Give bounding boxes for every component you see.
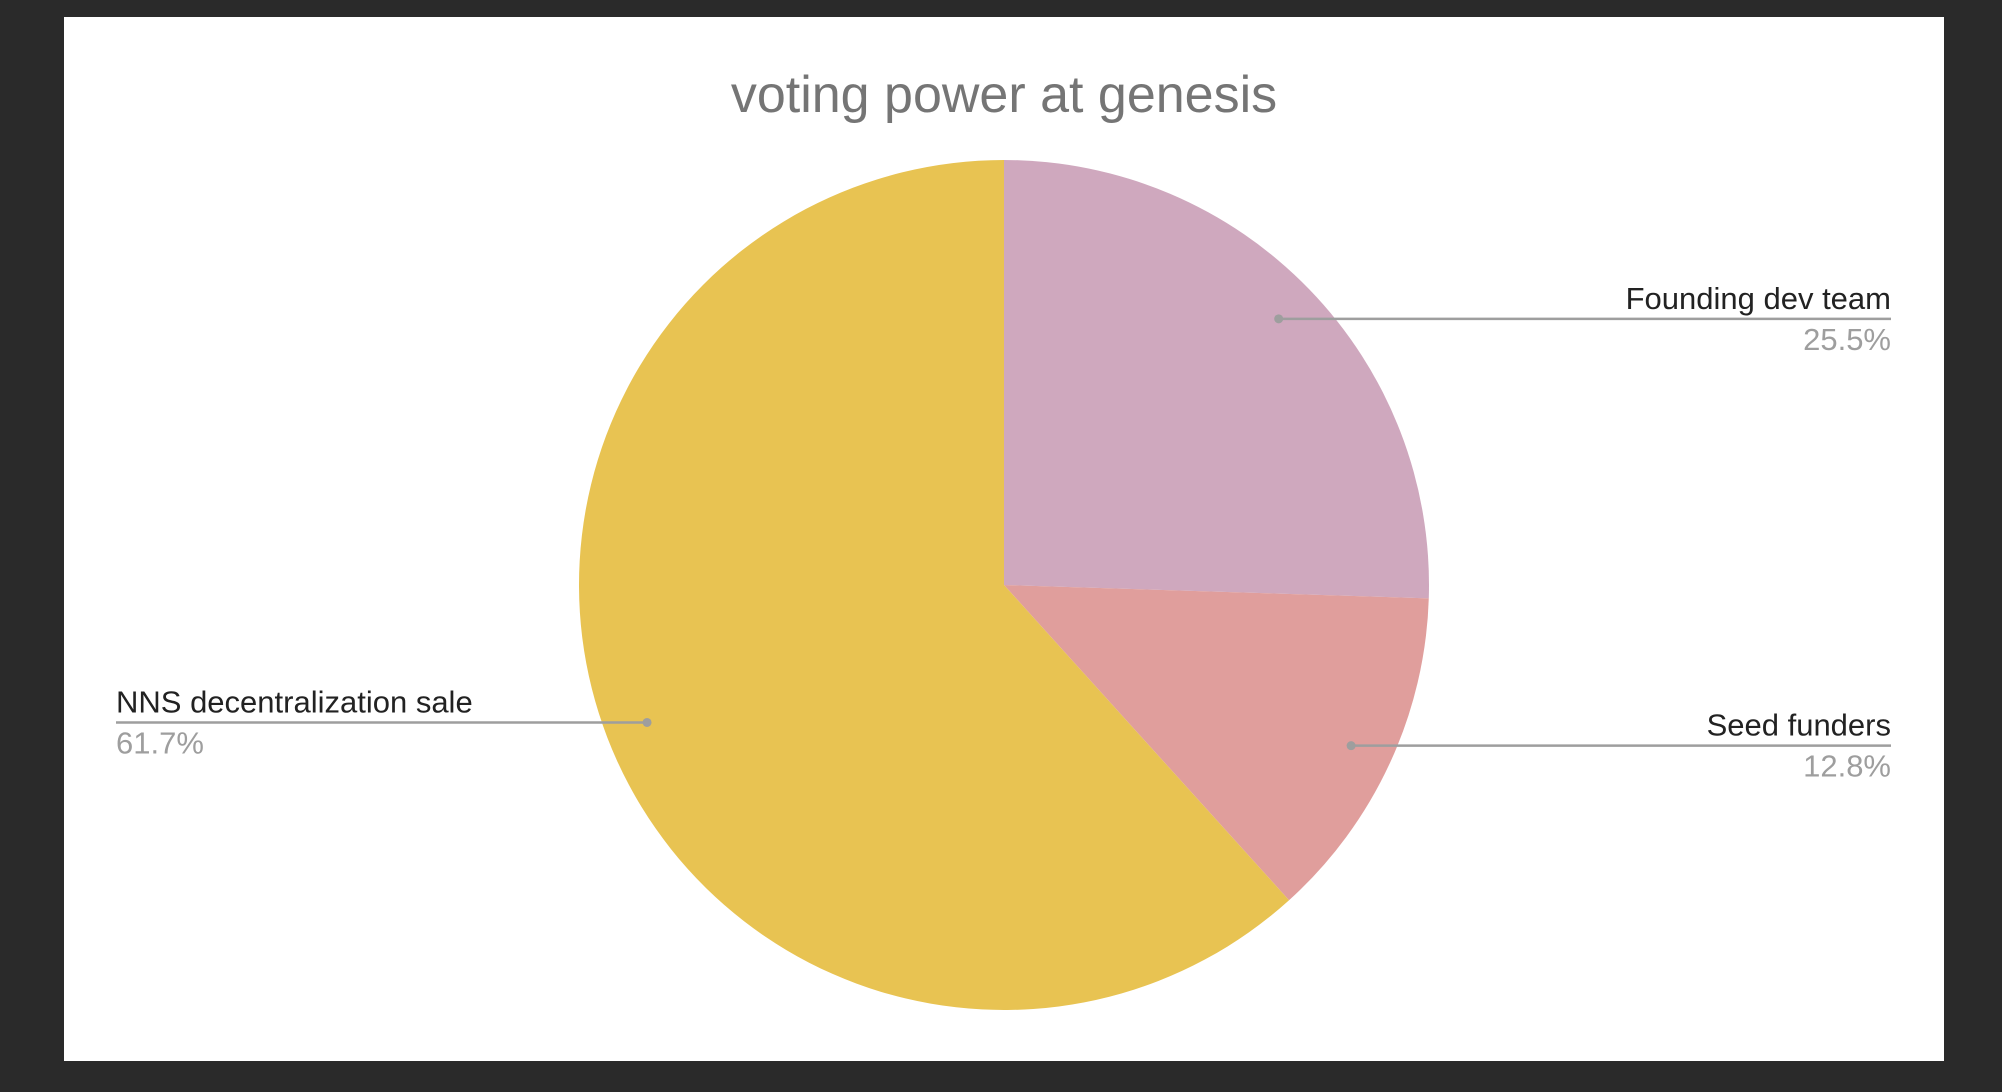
pie-chart: voting power at genesis Founding dev tea…	[116, 66, 1891, 1011]
slice-name-nns-decentralization-sale: NNS decentralization sale	[116, 684, 473, 719]
slice-name-founding-dev-team: Founding dev team	[1626, 281, 1891, 316]
chart-frame: voting power at genesis Founding dev tea…	[64, 17, 1944, 1061]
pie-slices	[578, 160, 1429, 1011]
pie-slice-founding-dev-team	[1004, 160, 1429, 599]
pie-slice-seed-funders	[1004, 585, 1429, 901]
slice-name-seed-funders: Seed funders	[1707, 708, 1891, 743]
slice-labels: Founding dev team 25.5% Seed funders 12.8% N…	[116, 281, 1891, 784]
slice-percent-founding-dev-team: 25.5%	[1803, 322, 1891, 357]
pie-slice-nns-decentralization-sale	[578, 160, 1290, 1011]
slice-percent-seed-funders: 12.8%	[1803, 749, 1891, 784]
slice-percent-nns-decentralization-sale: 61.7%	[116, 725, 204, 760]
chart-title: voting power at genesis	[731, 66, 1277, 124]
